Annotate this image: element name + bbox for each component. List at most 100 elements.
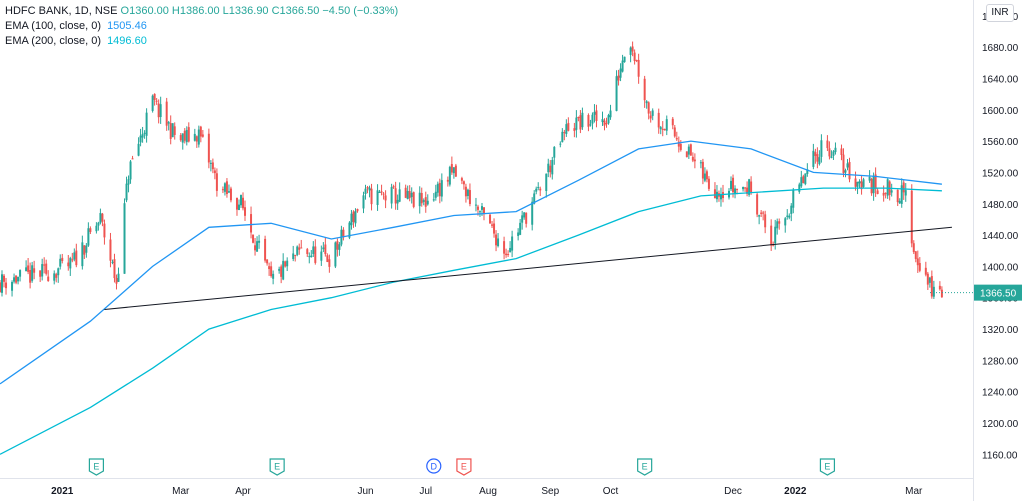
candle-body	[912, 243, 915, 253]
currency-badge[interactable]: INR	[986, 4, 1014, 22]
candle-body	[886, 179, 889, 196]
candle-body	[884, 192, 887, 194]
candle-body	[770, 225, 773, 246]
candle-body	[701, 161, 704, 179]
candle-body	[460, 178, 463, 181]
candle-body	[820, 140, 823, 157]
candle-body	[348, 222, 351, 238]
trendline-layer[interactable]	[104, 226, 952, 310]
candle-body	[493, 223, 496, 234]
candle-body	[308, 256, 311, 258]
candle-body	[924, 267, 927, 275]
ema100-row[interactable]: EMA (100, close, 0) 1505.46	[5, 19, 398, 34]
candle-body	[862, 179, 865, 187]
candle-body	[99, 212, 102, 223]
candle-body	[139, 135, 142, 143]
candle-body	[663, 128, 666, 131]
candle-body	[83, 245, 86, 255]
candle-body	[549, 165, 552, 173]
candle-body	[410, 192, 413, 198]
ema100-value: 1505.46	[107, 20, 147, 32]
candle-body	[45, 263, 48, 274]
price-axis[interactable]: 1720.001680.001640.001600.001560.001520.…	[982, 12, 1019, 462]
candle-body	[434, 191, 437, 198]
candle-body	[420, 193, 423, 204]
candle-body	[474, 204, 477, 206]
candle-body	[406, 190, 409, 199]
candle-body	[101, 213, 104, 222]
candle-body	[187, 127, 190, 142]
candle-body	[786, 215, 789, 217]
candle-body	[197, 129, 200, 145]
candle-body	[621, 60, 624, 72]
candle-body	[784, 218, 787, 226]
candle-body	[703, 173, 706, 181]
candle-body	[778, 221, 781, 224]
time-axis[interactable]: 2021 Mar Apr Jun Jul Aug Sep Oct Dec 2022 Mar	[51, 486, 923, 497]
candle-body	[531, 201, 534, 225]
candle-body	[840, 148, 843, 155]
candle-body	[603, 120, 606, 126]
candle-body	[89, 228, 92, 232]
candle-body	[623, 56, 626, 62]
candle-body	[328, 259, 331, 267]
candle-body	[354, 211, 357, 224]
candle-body	[370, 188, 373, 205]
candle-body	[910, 190, 913, 244]
price-tick-label: 1560.00	[982, 137, 1019, 148]
svg-text:E: E	[93, 462, 99, 472]
candle-body	[480, 206, 483, 210]
candle-body	[860, 181, 863, 190]
time-tick-label: Apr	[235, 486, 251, 497]
candle-body	[278, 268, 281, 271]
candle-body	[930, 276, 933, 297]
candle-body	[904, 190, 907, 196]
candle-body	[495, 234, 498, 246]
candle-body	[254, 245, 257, 251]
candle-body	[834, 147, 837, 153]
candle-body	[575, 117, 578, 130]
candle-body	[324, 244, 327, 255]
candle-body	[27, 265, 30, 272]
candle-body	[593, 111, 596, 115]
candle-body	[258, 240, 261, 243]
ema200-line	[0, 187, 942, 455]
symbol-title[interactable]: HDFC BANK, 1D, NSE	[5, 5, 118, 17]
candle-body	[338, 244, 341, 250]
candle-body	[856, 181, 859, 187]
candle-body	[310, 255, 313, 258]
candle-body	[565, 124, 568, 134]
candle-body	[607, 115, 610, 124]
candle-body	[525, 212, 528, 224]
candle-body	[55, 274, 58, 278]
candle-body	[633, 52, 636, 61]
candle-body	[268, 266, 271, 270]
candle-body	[790, 205, 793, 214]
candle-body	[932, 286, 935, 297]
ohlc-values: O1360.00 H1386.00 L1336.90 C1366.50 −4.5…	[120, 5, 399, 17]
candle-body	[774, 226, 777, 244]
candle-body	[183, 130, 186, 141]
candle-body	[478, 211, 481, 213]
candle-body	[649, 115, 652, 119]
svg-text:E: E	[461, 462, 467, 472]
price-tick-label: 1520.00	[982, 168, 1019, 179]
ema200-row[interactable]: EMA (200, close, 0) 1496.60	[5, 34, 398, 49]
candle-body	[464, 186, 467, 197]
candle-body	[637, 59, 640, 77]
candle-body	[446, 179, 449, 182]
candle-body	[81, 242, 84, 267]
candle-body	[551, 159, 554, 175]
price-tick-label: 1440.00	[982, 231, 1019, 242]
candle-body	[223, 183, 226, 192]
candle-body	[256, 241, 259, 252]
candle-body	[559, 143, 562, 145]
candle-body	[141, 134, 144, 138]
candle-body	[127, 179, 130, 185]
candle-body	[505, 253, 508, 256]
candle-body	[900, 185, 903, 204]
time-tick-label: Jul	[419, 486, 432, 497]
candle-body	[730, 180, 733, 190]
candle-body	[242, 197, 245, 209]
